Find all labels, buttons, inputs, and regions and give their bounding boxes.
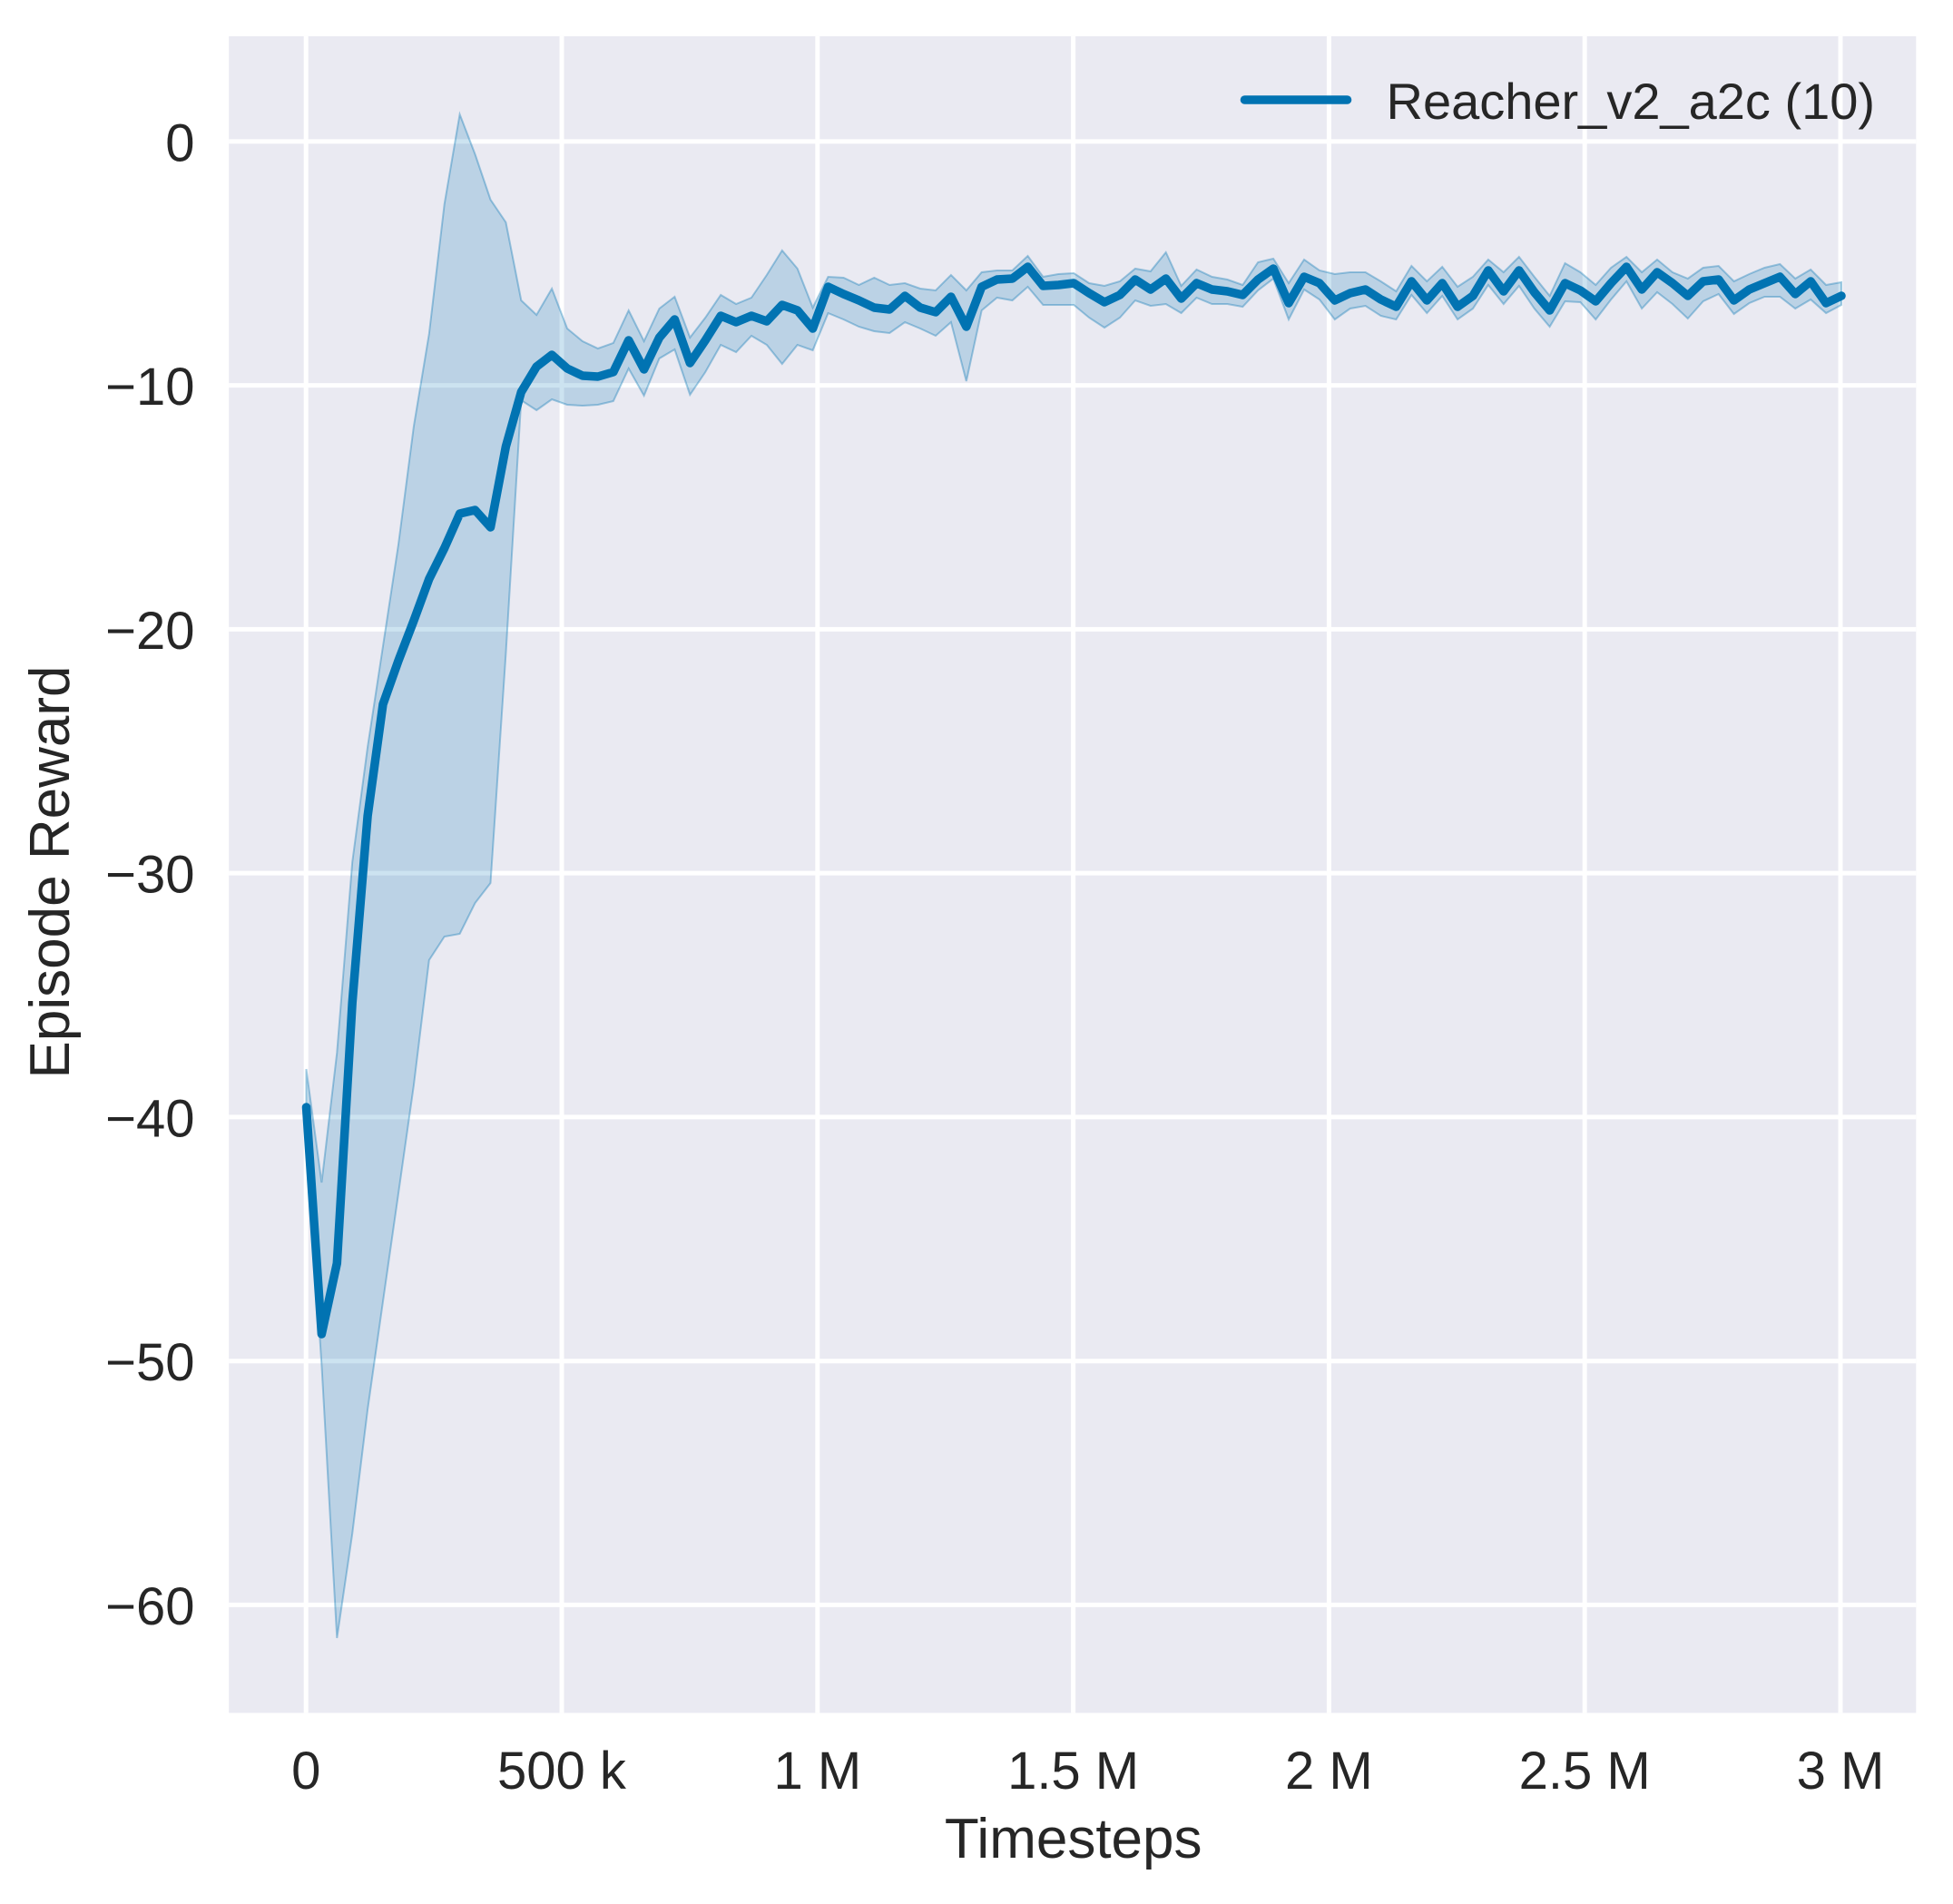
- svg-text:500 k: 500 k: [497, 1742, 627, 1801]
- svg-text:1.5 M: 1.5 M: [1007, 1742, 1139, 1801]
- svg-text:Episode Reward: Episode Reward: [19, 666, 82, 1079]
- svg-text:3 M: 3 M: [1797, 1742, 1885, 1801]
- svg-text:2.5 M: 2.5 M: [1519, 1742, 1651, 1801]
- svg-text:0: 0: [165, 113, 194, 172]
- svg-text:−40: −40: [105, 1089, 194, 1148]
- svg-text:−20: −20: [105, 602, 194, 661]
- svg-text:1 M: 1 M: [773, 1742, 861, 1801]
- svg-text:0: 0: [291, 1742, 320, 1801]
- svg-text:−30: −30: [105, 846, 194, 905]
- svg-text:2 M: 2 M: [1285, 1742, 1373, 1801]
- svg-text:−60: −60: [105, 1577, 194, 1636]
- svg-text:−50: −50: [105, 1333, 194, 1392]
- svg-text:−10: −10: [105, 358, 194, 417]
- svg-text:Reacher_v2_a2c (10): Reacher_v2_a2c (10): [1387, 73, 1876, 130]
- svg-text:Timesteps: Timesteps: [945, 1808, 1202, 1870]
